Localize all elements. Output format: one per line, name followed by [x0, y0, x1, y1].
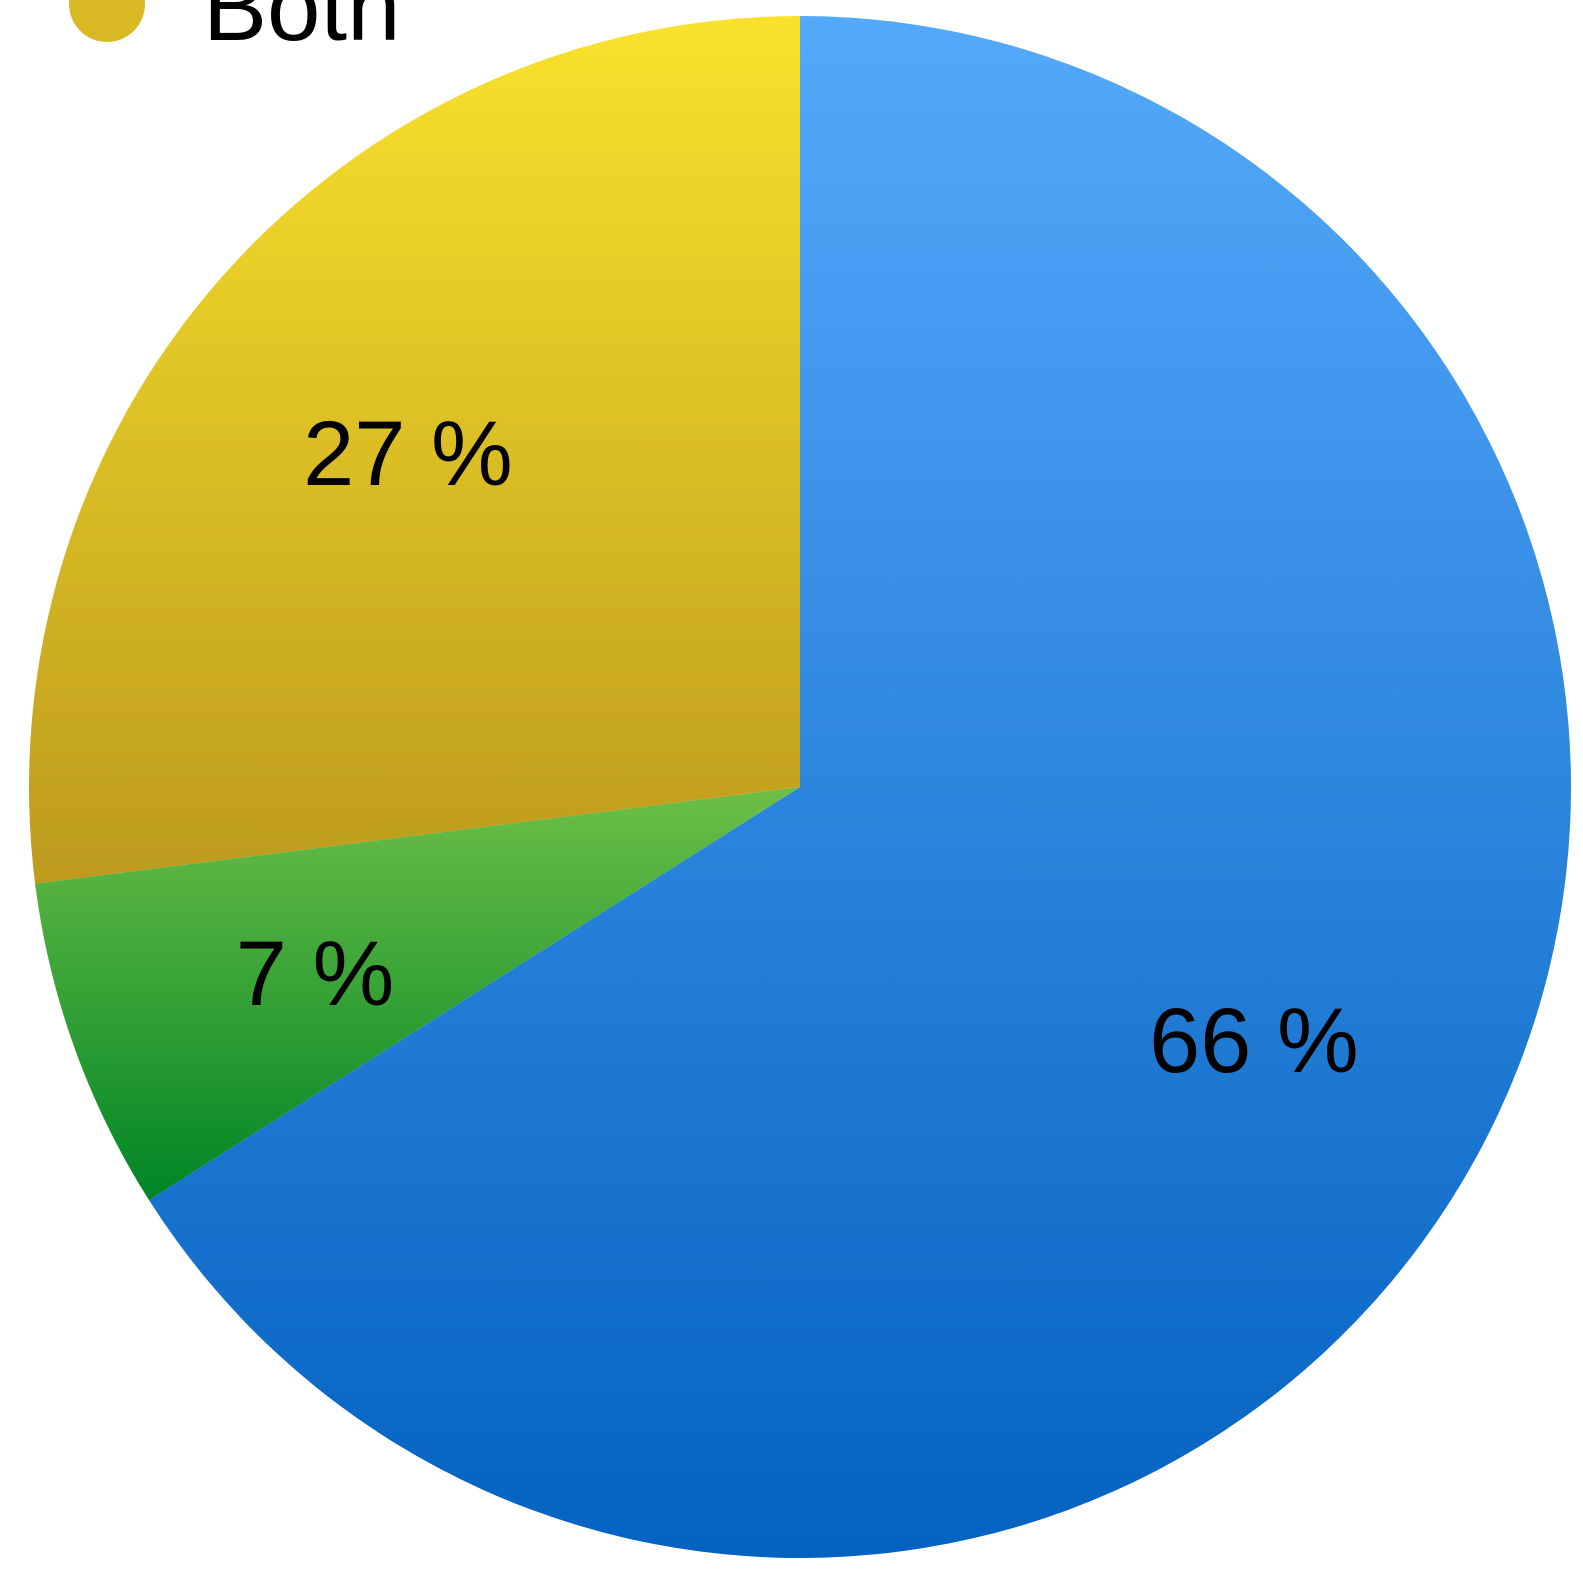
pie-slice-labels: 66 % 7 % 27 % [236, 403, 1359, 1092]
legend: Both [69, 0, 400, 61]
pie-slices [28, 16, 1572, 1559]
legend-label-both: Both [203, 0, 400, 61]
legend-swatch-both [69, 0, 145, 42]
pie-slice-66 [149, 16, 1572, 1559]
slice-value-label-7: 7 % [236, 923, 395, 1025]
slice-value-label-66: 66 % [1149, 990, 1359, 1092]
pie-slice-27 [28, 16, 800, 884]
pie-slice-7 [35, 787, 800, 1201]
slice-value-label-27: 27 % [303, 403, 513, 505]
